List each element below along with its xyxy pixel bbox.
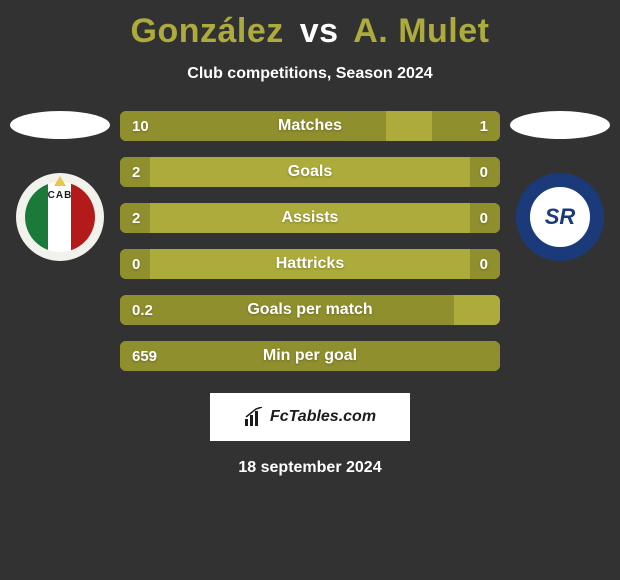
bar-value-right: 1 — [480, 111, 488, 141]
bar-label: Hattricks — [120, 249, 500, 279]
content-area: CAB SR Matches101Goals20Assists20Hattric… — [0, 111, 620, 477]
left-oval-placeholder — [10, 111, 110, 139]
right-club-badge: SR — [516, 173, 604, 261]
brand-box[interactable]: FcTables.com — [210, 393, 410, 441]
bar-value-left: 10 — [132, 111, 149, 141]
bar-value-right: 0 — [480, 249, 488, 279]
bar-value-right: 0 — [480, 157, 488, 187]
stat-bar: Goals per match0.2 — [120, 295, 500, 325]
page-title: González vs A. Mulet — [0, 12, 620, 51]
chart-icon — [244, 407, 264, 427]
bar-value-left: 659 — [132, 341, 157, 371]
bar-value-left: 0 — [132, 249, 140, 279]
bar-label: Assists — [120, 203, 500, 233]
player1-name: González — [131, 12, 284, 50]
player2-name: A. Mulet — [353, 12, 489, 50]
stat-bar: Min per goal659 — [120, 341, 500, 371]
bar-value-left: 2 — [132, 203, 140, 233]
bar-value-left: 2 — [132, 157, 140, 187]
bar-label: Goals — [120, 157, 500, 187]
left-badge-stripes: CAB — [25, 182, 95, 252]
bar-value-right: 0 — [480, 203, 488, 233]
bar-value-left: 0.2 — [132, 295, 153, 325]
left-club-badge: CAB — [16, 173, 104, 261]
vs-label: vs — [300, 12, 339, 50]
right-club-abbrev: SR — [545, 204, 576, 230]
stat-bars: Matches101Goals20Assists20Hattricks00Goa… — [120, 111, 500, 371]
bar-label: Goals per match — [120, 295, 500, 325]
stat-bar: Matches10 1 — [120, 111, 500, 141]
brand-label: FcTables.com — [270, 408, 376, 426]
date-label: 18 september 2024 — [0, 459, 620, 477]
right-oval-placeholder — [510, 111, 610, 139]
right-club-column: SR — [500, 111, 620, 261]
left-club-abbrev: CAB — [25, 190, 95, 201]
subtitle: Club competitions, Season 2024 — [0, 65, 620, 83]
bar-label: Matches — [120, 111, 500, 141]
comparison-card: González vs A. Mulet Club competitions, … — [0, 0, 620, 477]
stat-bar: Goals2 0 — [120, 157, 500, 187]
bar-label: Min per goal — [120, 341, 500, 371]
stat-bar: Assists2 0 — [120, 203, 500, 233]
stat-bar: Hattricks0 0 — [120, 249, 500, 279]
left-club-column: CAB — [0, 111, 120, 261]
